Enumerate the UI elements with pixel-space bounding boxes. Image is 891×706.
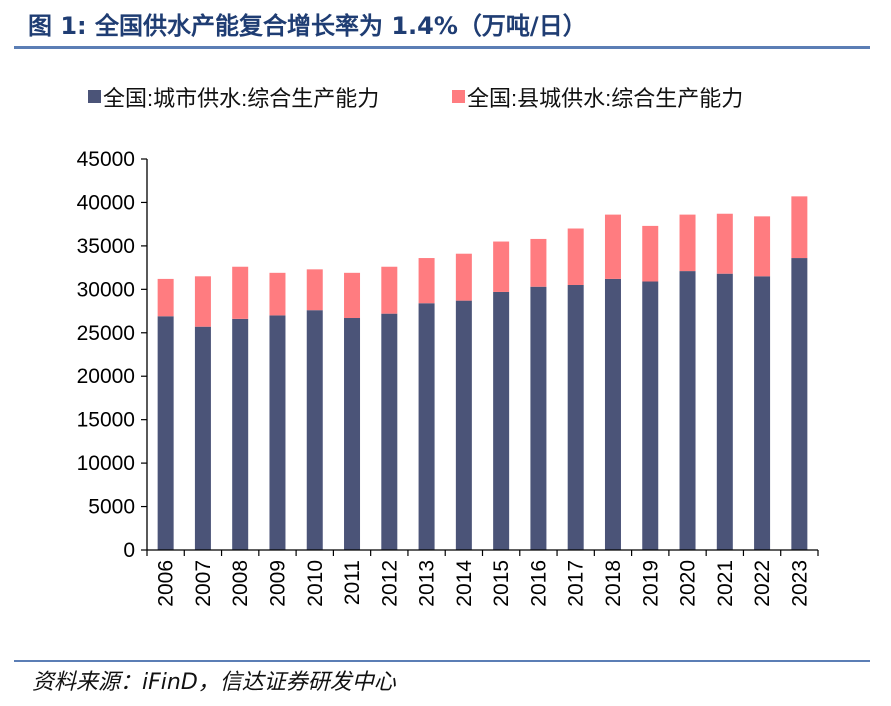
x-tick-label: 2007 [192, 560, 215, 607]
bar-county-2013 [418, 258, 435, 304]
bar-city-2016 [530, 286, 547, 550]
bar-city-2011 [344, 318, 361, 550]
x-tick-label: 2006 [155, 560, 178, 607]
source-note: 资料来源：iFinD，信达证券研发中心 [32, 670, 396, 695]
bar-county-2019 [642, 225, 659, 282]
bar-county-2021 [716, 213, 733, 274]
x-tick-label: 2009 [266, 560, 289, 607]
bar-city-2013 [418, 303, 435, 550]
bar-county-2014 [455, 253, 472, 301]
legend-label: 全国:县城供水:综合生产能力 [467, 86, 743, 111]
bar-county-2023 [791, 196, 808, 259]
y-tick-label: 45000 [77, 148, 135, 171]
bottom-divider [14, 660, 870, 662]
legend-swatch [88, 90, 101, 103]
y-tick-label: 40000 [77, 191, 135, 214]
x-tick-label: 2023 [788, 560, 811, 607]
x-tick-label: 2012 [378, 560, 401, 607]
x-tick-label: 2008 [229, 560, 252, 607]
bar-group [157, 196, 808, 550]
bar-city-2022 [754, 276, 771, 550]
bar-city-2010 [306, 310, 323, 550]
y-tick-label: 0 [123, 539, 135, 562]
x-tick-label: 2015 [490, 560, 513, 607]
bar-county-2017 [567, 228, 584, 285]
bar-city-2015 [493, 291, 510, 550]
bar-county-2015 [493, 241, 510, 292]
bar-county-2008 [232, 266, 249, 319]
bar-county-2009 [269, 272, 286, 316]
legend-label: 全国:城市供水:综合生产能力 [103, 86, 379, 111]
x-tick-label: 2016 [527, 560, 550, 607]
x-tick-label: 2010 [304, 560, 327, 607]
y-tick-label: 5000 [88, 496, 135, 519]
x-tick-label: 2022 [751, 560, 774, 607]
x-tick-label: 2014 [453, 560, 476, 607]
x-tick-label: 2021 [714, 560, 737, 607]
bar-county-2011 [344, 272, 361, 318]
y-tick-label: 35000 [77, 235, 135, 258]
bar-county-2016 [530, 238, 547, 287]
x-tick-label: 2020 [677, 560, 700, 607]
bar-city-2009 [269, 315, 286, 550]
bar-county-2018 [604, 214, 621, 279]
bar-city-2014 [455, 300, 472, 550]
bar-county-2012 [381, 266, 398, 314]
x-tick-label: 2017 [565, 560, 588, 607]
bar-city-2008 [232, 318, 249, 550]
top-divider [14, 46, 870, 49]
y-tick-label: 25000 [77, 322, 135, 345]
bar-city-2017 [567, 284, 584, 550]
y-tick-label: 20000 [77, 365, 135, 388]
bar-county-2022 [754, 216, 771, 277]
bar-county-2007 [194, 276, 211, 327]
chart-legend: 全国:城市供水:综合生产能力 全国:县城供水:综合生产能力 [88, 86, 743, 111]
legend-swatch [452, 90, 465, 103]
bar-city-2007 [194, 326, 211, 550]
bar-county-2020 [679, 214, 696, 272]
bar-county-2006 [157, 278, 174, 317]
x-tick-label: 2011 [341, 560, 364, 605]
y-tick-label: 10000 [77, 452, 135, 475]
bar-city-2018 [604, 278, 621, 550]
bar-county-2010 [306, 269, 323, 311]
bar-city-2023 [791, 258, 808, 550]
legend-item: 全国:县城供水:综合生产能力 [452, 86, 743, 111]
y-tick-label: 30000 [77, 278, 135, 301]
x-tick-label: 2018 [602, 560, 625, 607]
x-tick-label: 2019 [639, 560, 662, 607]
stacked-bar-chart: 全国:城市供水:综合生产能力 全国:县城供水:综合生产能力 0 5000 10000 1… [77, 86, 819, 607]
x-tick-label: 2013 [416, 560, 439, 607]
y-tick-label: 15000 [77, 409, 135, 432]
chart-axes: 0 5000 10000 15000 20000 25000 30000 35000 40000… [77, 148, 819, 607]
bar-city-2012 [381, 313, 398, 550]
bar-city-2019 [642, 281, 659, 550]
figure-title: 图 1: 全国供水产能复合增长率为 1.4%（万吨/日） [28, 12, 587, 40]
bar-city-2020 [679, 271, 696, 550]
bar-city-2006 [157, 316, 174, 550]
bar-city-2021 [716, 273, 733, 550]
legend-item: 全国:城市供水:综合生产能力 [88, 86, 379, 111]
